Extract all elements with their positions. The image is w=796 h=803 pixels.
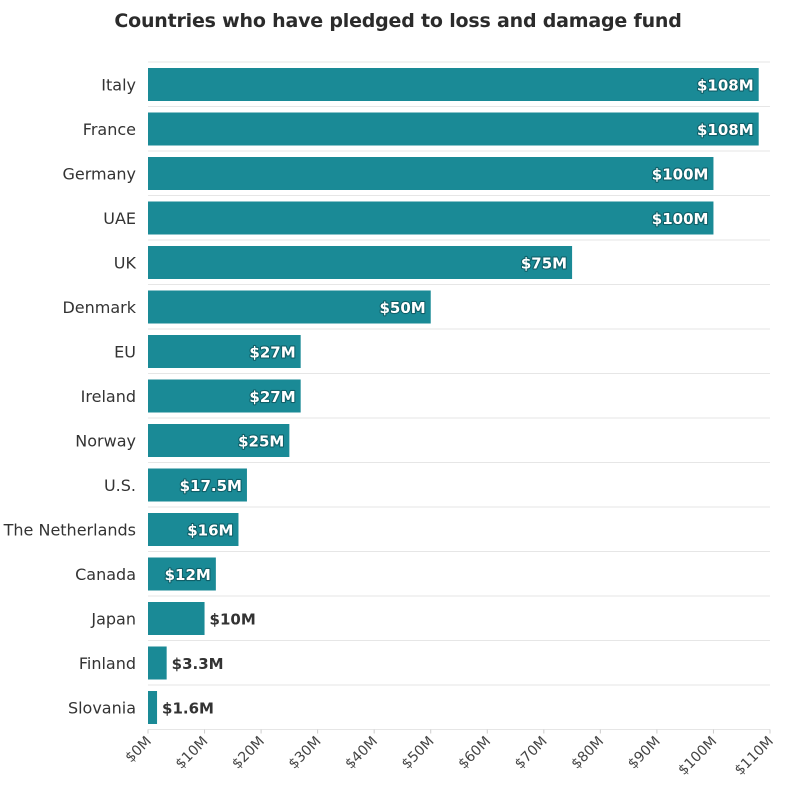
value-label: $27M <box>249 344 295 362</box>
value-labels: $108M $108M $100M $100M $75M $50M $27M $27M $25M… <box>162 75 755 718</box>
x-tick-label: $50M <box>399 734 438 773</box>
category-label: Japan <box>90 610 136 629</box>
bar <box>148 646 167 680</box>
category-label: UK <box>114 254 137 273</box>
category-label: Canada <box>75 565 136 584</box>
value-label: $27M <box>249 388 295 406</box>
bar <box>148 379 301 413</box>
value-label: $1.6M <box>162 700 214 718</box>
x-tick-label: $70M <box>512 734 551 773</box>
value-label: $108M <box>697 77 754 95</box>
bar <box>148 157 714 190</box>
bars <box>148 68 759 724</box>
category-label: Italy <box>101 76 136 95</box>
bar <box>148 112 759 146</box>
bar <box>148 691 158 724</box>
x-tick-label: $30M <box>286 734 325 773</box>
value-label: $10M <box>210 611 256 629</box>
x-tick-label: $60M <box>455 734 494 773</box>
bar <box>148 290 431 324</box>
bar <box>148 68 759 101</box>
bar <box>148 246 573 279</box>
gridlines <box>148 61 770 730</box>
bar <box>148 557 216 591</box>
category-label: Germany <box>62 165 136 184</box>
category-label: Ireland <box>81 387 136 406</box>
bar <box>148 602 205 635</box>
value-label: $17.5M <box>180 477 242 495</box>
category-label: Finland <box>79 654 136 673</box>
bar <box>148 335 301 368</box>
value-label: $100M <box>652 166 709 184</box>
value-label: $100M <box>652 210 709 228</box>
bar <box>148 468 247 502</box>
category-label: Norway <box>75 432 136 451</box>
category-labels: Italy France Germany UAE UK Denmark EU Ireland N… <box>3 76 137 718</box>
value-label: $75M <box>521 255 567 273</box>
category-label: U.S. <box>104 476 136 495</box>
bar <box>148 424 290 457</box>
value-label: $3.3M <box>172 655 224 673</box>
x-tick-label: $90M <box>625 734 664 773</box>
x-tick-label: $80M <box>568 734 607 773</box>
x-tick-label: $100M <box>675 734 720 779</box>
value-label: $50M <box>379 299 425 317</box>
category-label: EU <box>114 343 136 362</box>
category-label: Denmark <box>62 298 136 317</box>
bar <box>148 513 239 546</box>
x-tick-label: $20M <box>229 734 268 773</box>
x-tick-label: $10M <box>173 734 212 773</box>
value-label: $25M <box>238 433 284 451</box>
value-label: $108M <box>697 121 754 139</box>
x-axis-ticks: $0M $10M $20M $30M $40M $50M $60M $70M $80M $90M $… <box>122 729 777 779</box>
bar <box>148 201 714 235</box>
chart-title: Countries who have pledged to loss and d… <box>114 10 682 32</box>
x-tick-label: $40M <box>342 734 381 773</box>
value-label: $16M <box>187 522 233 540</box>
x-tick-label: $0M <box>122 734 154 766</box>
category-label: Slovania <box>68 699 136 718</box>
x-tick-label: $110M <box>732 734 777 779</box>
value-label: $12M <box>165 566 211 584</box>
category-label: The Netherlands <box>3 521 136 540</box>
category-label: France <box>83 120 136 139</box>
category-label: UAE <box>103 209 136 228</box>
